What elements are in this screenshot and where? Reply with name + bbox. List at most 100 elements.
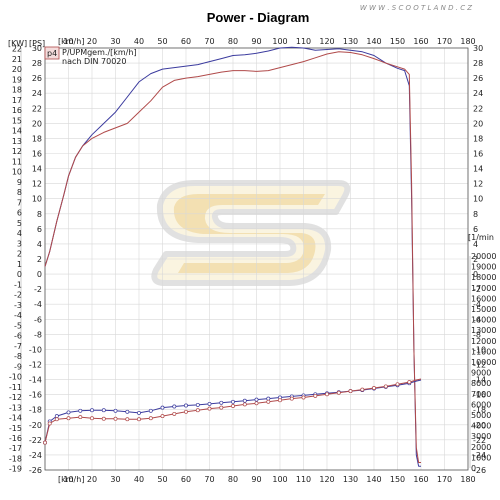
ps-tick-right: -8 [473, 330, 481, 339]
rpm-data-point [137, 410, 141, 415]
bottom-axis-unit: [km/h] [58, 475, 84, 484]
rpm-tick: 13000 [471, 326, 496, 335]
rpm-tick: 17000 [471, 284, 496, 293]
kw-tick: -11 [9, 383, 22, 392]
speed-tick-top: 60 [181, 37, 191, 46]
speed-tick-top: 10 [63, 37, 73, 46]
ps-tick-left: 30 [32, 44, 42, 53]
speed-tick-top: 50 [157, 37, 167, 46]
power-series-line-0 [44, 46, 421, 467]
plot-frame [44, 47, 469, 471]
kw-tick: -12 [9, 393, 22, 402]
rpm-data-point [66, 410, 71, 415]
speed-tick-bottom: 60 [181, 475, 191, 484]
speed-tick-top: 40 [134, 37, 144, 46]
kw-tick: 16 [12, 106, 22, 115]
ps-tick-left: -2 [34, 285, 42, 294]
kw-axis-unit: [KW] [8, 39, 27, 48]
speed-tick-bottom: 150 [390, 475, 405, 484]
legend-line-1: P/UPMgem./[km/h] [62, 48, 137, 57]
rpm-tick: 20000 [471, 252, 496, 261]
ps-tick-right: 20 [473, 119, 483, 128]
ps-tick-right: -22 [473, 436, 486, 445]
speed-tick-top: 100 [272, 37, 287, 46]
legend-line-2: nach DIN 70020 [62, 57, 126, 66]
rpm-data-point [348, 389, 353, 394]
top-axis-unit: [km/h] [58, 37, 84, 46]
rpm-data-point [184, 409, 188, 414]
rpm-data-point [172, 404, 177, 409]
speed-tick-top: 80 [228, 37, 238, 46]
kw-tick: -14 [9, 414, 22, 423]
rpm-data-point [254, 401, 259, 406]
ps-tick-left: 0 [37, 270, 42, 279]
rpm-data-point [54, 417, 59, 422]
ps-tick-left: 4 [37, 240, 42, 249]
speed-tick-bottom: 30 [110, 475, 120, 484]
ps-tick-left: 26 [32, 74, 42, 83]
kw-tick: -7 [14, 342, 22, 351]
speed-tick-bottom: 110 [296, 475, 311, 484]
rpm-data-point [313, 393, 318, 398]
ps-tick-left: -10 [29, 345, 42, 354]
rpm-data-point [219, 400, 224, 405]
ps-tick-left: -8 [34, 330, 42, 339]
kw-tick: 9 [17, 178, 22, 187]
ps-tick-left: -12 [29, 361, 42, 370]
chart-grid [44, 47, 469, 471]
ps-tick-right: 28 [473, 59, 483, 68]
kw-tick: 14 [12, 127, 22, 136]
rpm-tick: 18000 [471, 273, 496, 282]
rpm-data-point [66, 416, 71, 421]
rpm-tick: 11000 [471, 347, 496, 356]
ps-tick-left: 8 [37, 210, 42, 219]
speed-tick-bottom: 140 [366, 475, 381, 484]
kw-tick: 7 [17, 198, 22, 207]
rpm-tick: 5000 [471, 411, 491, 420]
rpm-data-point [101, 416, 106, 421]
speed-tick-top: 140 [366, 37, 381, 46]
speed-tick-top: 20 [87, 37, 97, 46]
rpm-data-point [160, 405, 165, 410]
speed-tick-top: 30 [110, 37, 120, 46]
ps-tick-left: 10 [32, 195, 42, 204]
rpm-data-point [137, 417, 141, 422]
data-series [43, 46, 422, 467]
rpm-tick: 1000 [471, 453, 491, 462]
rpm-data-point [266, 396, 271, 401]
rpm-data-point [207, 401, 212, 406]
kw-tick: 22 [12, 45, 22, 54]
ps-tick-left: -18 [29, 406, 42, 415]
rpm-data-point [160, 414, 165, 419]
speed-tick-top: 170 [437, 37, 452, 46]
speed-tick-bottom: 10 [63, 475, 73, 484]
rpm-data-point [172, 411, 177, 416]
kw-tick: -9 [14, 362, 22, 371]
ps-tick-left: 12 [32, 180, 42, 189]
kw-tick: 20 [12, 65, 22, 74]
ps-tick-left: -14 [29, 376, 42, 385]
ps-tick-right: 22 [473, 104, 483, 113]
rpm-tick: 19000 [471, 263, 496, 272]
ps-tick-left: -6 [34, 315, 42, 324]
ps-tick-right: -24 [473, 451, 486, 460]
rpm-data-point [383, 384, 388, 389]
rpm-data-point [266, 399, 271, 404]
ps-tick-right: -6 [473, 315, 481, 324]
ps-tick-right: -10 [473, 345, 486, 354]
rpm-data-point [78, 408, 83, 413]
ps-tick-left: 14 [32, 165, 42, 174]
chart-axes [20, 47, 471, 471]
ps-tick-right: 24 [473, 89, 483, 98]
rpm-data-point [54, 414, 59, 419]
ps-tick-left: 2 [37, 255, 42, 264]
ps-tick-left: -20 [29, 421, 42, 430]
speed-tick-top: 160 [413, 37, 428, 46]
rpm-data-point [372, 386, 376, 390]
rpm-data-point [325, 392, 329, 397]
kw-tick: 1 [17, 260, 22, 269]
ps-axis-unit: [PS] [29, 39, 45, 48]
kw-tick: 21 [12, 55, 22, 64]
kw-tick: 10 [12, 168, 22, 177]
rpm-data-point [360, 387, 365, 392]
